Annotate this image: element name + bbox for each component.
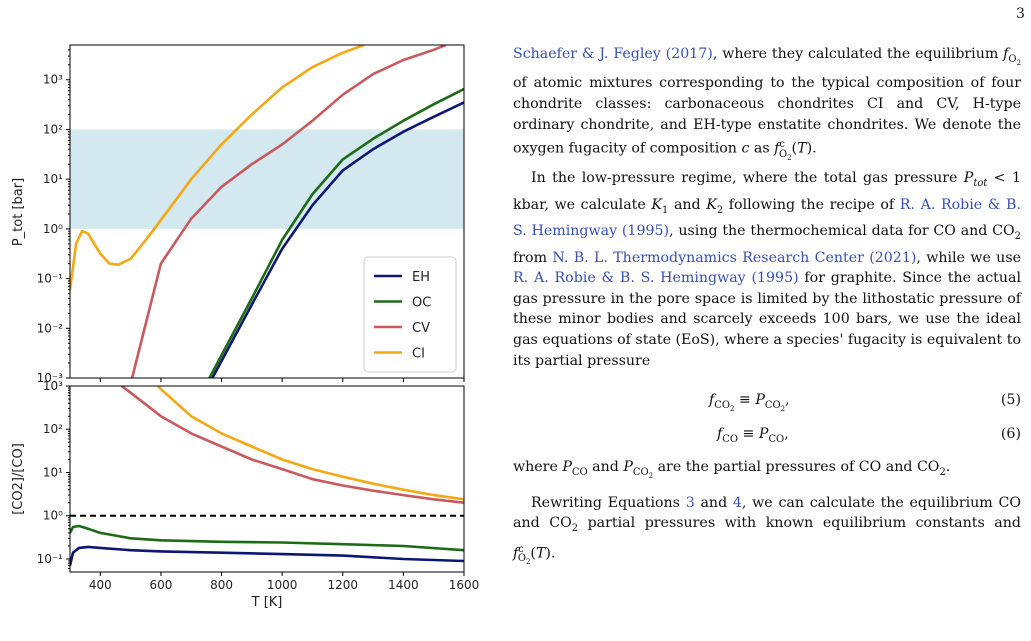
text-run: as	[749, 140, 775, 157]
y-axis-label: P_tot [bar]	[11, 178, 26, 246]
text-run: and	[587, 459, 624, 476]
paragraph-4: Rewriting Equations 3 and 4, we can calc…	[513, 494, 1021, 567]
citation-link[interactable]: R. A. Robie & B. S. Hemingway (1995)	[513, 196, 1021, 240]
series-group	[70, 45, 464, 378]
y-axis-label: [CO2]/[CO]	[11, 443, 26, 515]
y-tick-label: 10⁰	[43, 509, 63, 523]
x-tick-label: 1600	[449, 578, 480, 592]
y-tick-label: 10²	[43, 122, 63, 136]
text-run: partial pressures with known equilibrium…	[578, 515, 1021, 532]
x-tick-label: 1200	[327, 578, 358, 592]
pressure-panel: 10⁻³ 10⁻² 10⁻¹ 10⁰ 10¹ 10² 10³ P_tot [bar] EH OC C…	[11, 44, 465, 385]
equation-ref-link[interactable]: 3	[685, 494, 695, 511]
text-run: following the recipe of	[723, 196, 900, 213]
text-run: .	[945, 459, 951, 476]
y-tick-label: 10¹	[43, 172, 63, 186]
text-run: for graphite. Since the actual gas press…	[513, 270, 1021, 369]
series-line-cv	[130, 45, 447, 378]
legend-label-cv: CV	[412, 321, 430, 336]
x-tick-label: 800	[210, 578, 233, 592]
paragraph-3: where PCO and PCO2 are the partial press…	[513, 459, 951, 480]
y-tick-label: 10³	[43, 379, 63, 393]
y-tick-label: 10⁻³	[37, 371, 64, 385]
text-run: from	[513, 249, 553, 266]
x-tick-label: 1400	[388, 578, 419, 592]
text-run: and	[668, 196, 707, 213]
text-run: , using the thermochemical data for CO a…	[669, 223, 1015, 240]
x-axis-label: T [K]	[251, 595, 283, 610]
text-run: , where they calculated the equilibrium	[712, 46, 1004, 62]
series-line-ci	[156, 386, 464, 501]
shaded-band	[70, 129, 464, 229]
x-tick-label: 600	[149, 578, 172, 592]
axes-frame	[69, 385, 465, 573]
y-tick-label: 10¹	[43, 465, 63, 479]
equation-ref-link[interactable]: 4	[732, 494, 742, 511]
text-column: Schaefer & J. Fegley (2017), where they …	[513, 44, 1021, 573]
legend-box	[363, 256, 457, 373]
page-number: 3	[1016, 6, 1025, 22]
paragraph-1: Schaefer & J. Fegley (2017), where they …	[513, 46, 1021, 162]
legend-label-ci: CI	[412, 347, 425, 362]
x-tick-label: 400	[89, 578, 112, 592]
y-tick-label: 10⁻²	[37, 321, 64, 335]
legend-label-eh: EH	[412, 270, 430, 285]
citation-link[interactable]: N. B. L. Thermodynamics Research Center …	[552, 249, 917, 266]
text-run: , we can calculate the equilibrium CO an…	[513, 494, 1021, 532]
text-run: where	[513, 459, 563, 476]
text-run: , while we use	[916, 249, 1021, 266]
eq-symbol: f	[709, 392, 715, 409]
y-tick-label: 10²	[43, 422, 63, 436]
series-line-eh	[70, 545, 464, 566]
series-group	[70, 386, 464, 566]
paragraph-2: In the low-pressure regime, where the to…	[513, 170, 1021, 369]
series-line-cv	[120, 386, 464, 504]
eq-symbol: P	[758, 426, 769, 443]
series-line-oc	[208, 87, 464, 378]
text-run: are the partial pressures of CO and CO	[653, 459, 940, 476]
text-run: < 1 kbar, we calculate	[513, 170, 1021, 213]
eq-operator: ≡	[734, 392, 756, 409]
y-tick-label: 10⁰	[43, 222, 63, 236]
eq-symbol: P	[755, 392, 765, 409]
y-tick-label: 10⁻¹	[37, 272, 64, 286]
equation-5: fCO2 ≡ PCO2, (5)	[709, 392, 1021, 413]
equation-number: (6)	[1000, 426, 1021, 443]
y-tick-label: 10³	[43, 73, 63, 87]
legend-label-oc: OC	[412, 296, 431, 311]
citation-link[interactable]: Schaefer & J. Fegley (2017)	[513, 46, 713, 62]
figure: 10⁻³ 10⁻² 10⁻¹ 10⁰ 10¹ 10² 10³ P_tot [bar] EH OC C…	[11, 44, 479, 610]
equation-number: (5)	[1000, 392, 1021, 409]
equation-6: fCO ≡ PCO, (6)	[717, 426, 1021, 445]
eq-operator: ≡	[738, 426, 759, 443]
axes-frame	[69, 44, 465, 379]
text-run: Rewriting Equations	[531, 494, 686, 511]
series-line-ci	[70, 45, 365, 290]
text-run: of atomic mixtures corresponding to the …	[513, 75, 1021, 157]
series-line-oc	[70, 524, 464, 552]
ratio-panel: 10⁻¹ 10⁰ 10¹ 10² 10³ 400 600 800 1000 1200 1400 160…	[11, 379, 479, 610]
text-run: In the low-pressure regime, where the to…	[531, 170, 964, 187]
eq-symbol: f	[717, 426, 723, 443]
series-line-eh	[211, 101, 464, 378]
citation-link[interactable]: R. A. Robie & B. S. Hemingway (1995)	[513, 270, 799, 287]
text-run: and	[694, 494, 733, 511]
x-tick-label: 1000	[267, 578, 298, 592]
y-tick-label: 10⁻¹	[37, 552, 64, 566]
